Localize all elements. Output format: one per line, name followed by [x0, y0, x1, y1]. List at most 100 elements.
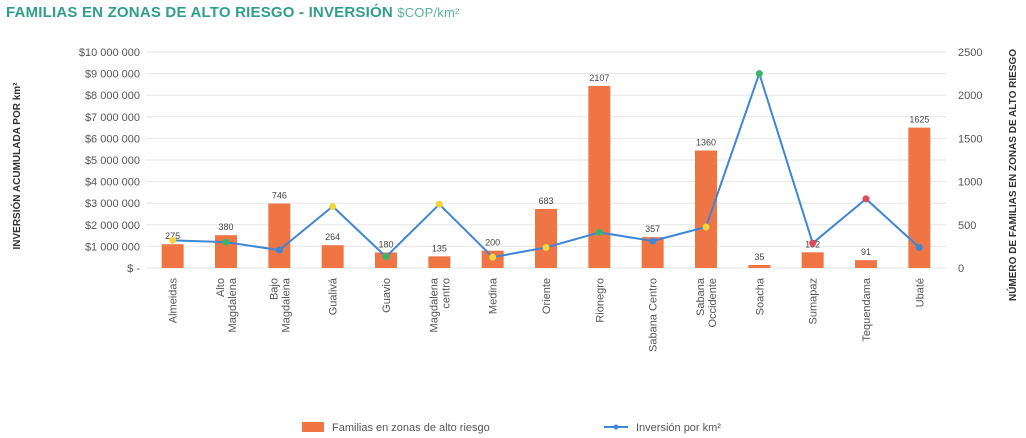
bar-data-label: 1625 — [909, 115, 929, 125]
bar-data-label: 135 — [432, 243, 447, 253]
x-tick-label-line: Magdalena — [428, 277, 440, 332]
bar-data-label: 2107 — [589, 73, 609, 83]
legend-label-bar: Familias en zonas de alto riesgo — [332, 422, 490, 434]
line-point — [542, 243, 550, 251]
y-tick-label: $3 000 000 — [85, 198, 140, 210]
left-axis: $ - $1 000 000 $2 000 000 $3 000 000 $4 000 … — [79, 47, 141, 275]
x-tick-label: Sabana Centro — [648, 278, 660, 352]
bar-data-label: 357 — [645, 224, 660, 234]
bar — [535, 208, 557, 268]
y2-tick-label: 500 — [958, 220, 976, 232]
y-tick-label: $1 000 000 — [85, 241, 140, 253]
bar — [801, 252, 824, 268]
y-tick-label: $2 000 000 — [85, 220, 140, 232]
bar — [855, 260, 877, 268]
x-tick-label: Sabana Occidente — [695, 277, 719, 327]
x-tick-label-line: Gualivá — [328, 277, 340, 315]
legend-label-line: Inversión por km² — [636, 422, 721, 434]
x-tick-label: Tequendama — [861, 277, 873, 341]
x-tick-label: Oriente — [541, 278, 553, 314]
x-tick-label: Alto Magdalena — [215, 277, 239, 332]
x-tick-label-line: Bajo — [268, 278, 280, 300]
line-point — [382, 253, 390, 261]
x-tick-label: Magdalena centro — [428, 277, 452, 332]
y-tick-label: $7 000 000 — [85, 112, 140, 124]
x-tick-label-line: Magdalena — [227, 277, 239, 332]
bar — [908, 127, 931, 268]
x-tick-label: Soacha — [754, 277, 766, 315]
y2-tick-label: 2000 — [958, 90, 982, 102]
bar — [428, 256, 451, 268]
x-tick-label-line: Soacha — [754, 277, 766, 315]
x-tick-label-line: Guavio — [381, 278, 393, 313]
line-point — [915, 243, 923, 251]
bar-data-label: 683 — [538, 196, 553, 206]
y-tick-label: $10 000 000 — [79, 47, 140, 59]
x-axis: Almeidas Alto Magdalena Bajo Magdalena Gualiv… — [168, 277, 927, 352]
bar — [321, 245, 344, 268]
bar-series — [161, 85, 931, 268]
x-tick-label-line: Alto — [215, 278, 227, 297]
line-series — [169, 70, 923, 261]
y2-axis-label: NÚMERO DE FAMILIAS EN ZONAS DE ALTO RIES… — [1006, 49, 1019, 301]
x-tick-label: Medina — [488, 277, 500, 314]
bar — [695, 150, 717, 268]
x-tick-label: Gualivá — [328, 277, 340, 315]
y-axis-label: INVERSIÓN ACUMULADA POR km² — [10, 82, 23, 250]
line-point — [649, 237, 657, 245]
line-point — [329, 202, 337, 210]
x-tick-label-line: Sabana Centro — [648, 278, 660, 352]
y-tick-label: $4 000 000 — [85, 177, 140, 189]
x-tick-label-line: Sabana — [695, 277, 707, 316]
x-tick-label-line: Tequendama — [861, 277, 873, 341]
line-point — [755, 70, 763, 78]
y-tick-label: $5 000 000 — [85, 155, 140, 167]
x-tick-label: Rionegro — [594, 278, 606, 323]
bar — [588, 85, 611, 268]
bar — [748, 264, 771, 268]
legend: Familias en zonas de alto riesgo Inversi… — [302, 422, 721, 434]
x-tick-label: Bajo Magdalena — [268, 277, 292, 332]
x-tick-label: Sumapaz — [808, 278, 820, 324]
chart-title-main: FAMILIAS EN ZONAS DE ALTO RIESGO - INVER… — [6, 4, 393, 21]
y2-tick-label: 2500 — [958, 47, 982, 59]
line-point — [809, 239, 817, 247]
y-tick-label: $ - — [127, 263, 140, 275]
chart-title: FAMILIAS EN ZONAS DE ALTO RIESGO - INVER… — [6, 4, 460, 21]
y2-tick-label: 1000 — [958, 177, 982, 189]
bar-data-label: 380 — [218, 222, 233, 232]
bar — [268, 203, 291, 268]
x-tick-label-line: Occidente — [707, 278, 719, 328]
x-tick-label: Almeidas — [168, 278, 180, 324]
x-tick-label-line: Medina — [488, 277, 500, 314]
chart-title-unit: $COP/km² — [397, 5, 460, 20]
legend-swatch-bar — [302, 422, 324, 432]
bar-data-label: 1360 — [696, 137, 716, 147]
x-tick-label: Guavio — [381, 278, 393, 313]
bar-data-label: 35 — [754, 252, 764, 262]
line-point — [862, 195, 870, 203]
x-tick-label-line: centro — [440, 278, 452, 309]
bar-data-label: 180 — [378, 239, 393, 249]
bar — [161, 244, 184, 268]
x-tick-label-line: Ubaté — [914, 278, 926, 307]
x-tick-label-line: Rionegro — [594, 278, 606, 323]
x-tick-label-line: Almeidas — [168, 278, 180, 324]
right-axis: 0 500 1000 1500 2000 2500 — [958, 47, 982, 275]
bar-data-label: 200 — [485, 238, 500, 248]
line-point — [275, 246, 283, 254]
line-point — [489, 253, 497, 261]
x-tick-label-line: Sumapaz — [808, 278, 820, 324]
line-point — [595, 228, 603, 236]
legend-swatch-marker — [613, 424, 619, 430]
x-tick-label-line: Oriente — [541, 278, 553, 314]
line-point — [702, 223, 710, 231]
x-tick-label-line: Magdalena — [280, 277, 292, 332]
y2-tick-label: 0 — [958, 263, 964, 275]
bar-data-label: 91 — [861, 247, 871, 257]
bar — [641, 237, 664, 268]
line-point — [169, 236, 177, 244]
y-tick-label: $6 000 000 — [85, 133, 140, 145]
line-point — [435, 200, 443, 208]
